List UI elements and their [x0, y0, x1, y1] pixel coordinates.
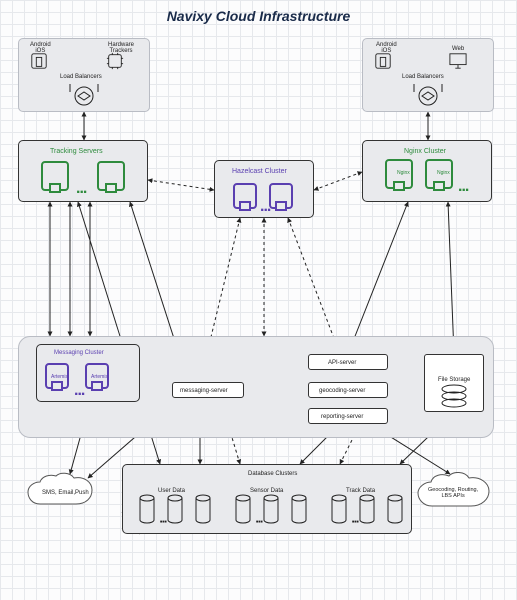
label-geo: geocoding-server: [319, 388, 365, 394]
label-android_ios_l: AndroidiOS: [30, 42, 51, 54]
label-web: Web: [452, 46, 464, 52]
label-artemis1: Artemis: [51, 374, 68, 380]
svg-text:...: ...: [160, 515, 167, 524]
label-cloud_r: Geocoding, Routing,LBS APIs: [428, 487, 478, 499]
label-msg: Messaging Cluster: [54, 350, 104, 356]
label-nginx1: Nginx: [397, 170, 410, 176]
svg-text:...: ...: [352, 515, 359, 524]
label-hw_trackers: HardwareTrackers: [108, 42, 134, 54]
label-tracking: Tracking Servers: [50, 148, 103, 155]
label-api: API-server: [328, 360, 356, 366]
label-fs: File Storage: [438, 377, 470, 383]
label-msgsrv: messaging-server: [180, 388, 228, 394]
label-cloud_l: SMS, Email,Push: [42, 490, 89, 496]
label-userdata: User Data: [158, 488, 185, 494]
label-lb_l: Load Balancers: [60, 74, 102, 80]
label-dbc: Database Clusters: [248, 471, 297, 477]
label-android_ios_r: AndroidiOS: [376, 42, 397, 54]
svg-text:...: ...: [256, 515, 263, 524]
label-nginx2: Nginx: [437, 170, 450, 176]
label-nginx: Nginx Cluster: [404, 148, 446, 155]
label-hazel: Hazelcast Cluster: [232, 168, 287, 175]
label-trackdata: Track Data: [346, 488, 375, 494]
label-artemis2: Artemis: [91, 374, 108, 380]
label-sensordata: Sensor Data: [250, 488, 283, 494]
label-rep: reporting-server: [321, 414, 363, 420]
label-lb_r: Load Balancers: [402, 74, 444, 80]
